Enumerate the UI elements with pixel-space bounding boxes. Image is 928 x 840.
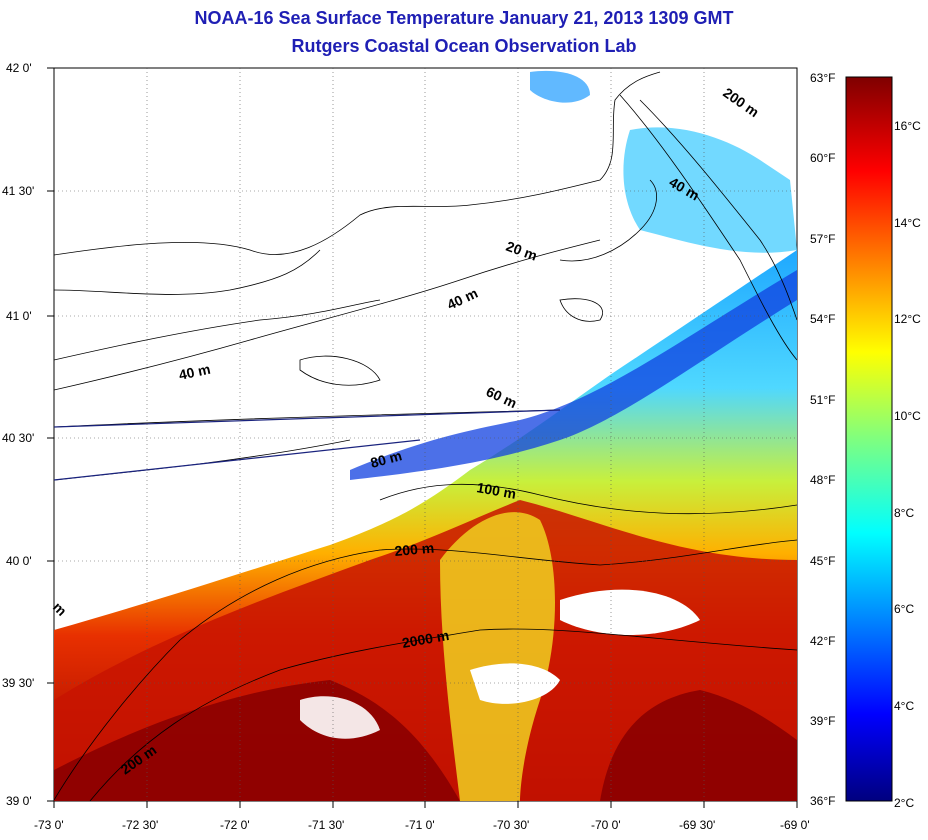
celsius-label: 6°C [894,602,915,616]
fahrenheit-label: 57°F [810,232,836,246]
celsius-label: 14°C [894,216,921,230]
lat-label: 39 30' [2,676,35,690]
isobath-2000m [89,628,797,801]
lat-label: 40 30' [2,431,35,445]
fahrenheit-label: 54°F [810,312,836,326]
lon-label: -72 30' [122,818,159,832]
lon-label: -71 0' [405,818,435,832]
isobath-200m [54,539,797,801]
celsius-label: 10°C [894,409,921,423]
celsius-label: 16°C [894,119,921,133]
celsius-label: 12°C [894,312,921,326]
lon-label: -72 0' [220,818,250,832]
fahrenheit-label: 48°F [810,473,836,487]
lon-label: -71 30' [308,818,345,832]
celsius-label: 2°C [894,796,915,810]
lat-label: 39 0' [6,794,32,808]
cold-shelf-band [350,270,797,480]
lat-label: 41 30' [2,184,35,198]
celsius-label: 8°C [894,506,915,520]
map-title: NOAA-16 Sea Surface Temperature January … [194,8,734,28]
cape-cod [559,179,657,262]
fahrenheit-label: 42°F [810,634,836,648]
isobath-100m [379,483,797,515]
colorbar [845,76,893,802]
celsius-label: 4°C [894,699,915,713]
cloud-gap [470,663,560,704]
isobath-40m [54,239,601,391]
fahrenheit-label: 36°F [810,794,836,808]
contour-label: 200 m [394,540,435,559]
contour-label: 80 m [369,447,404,471]
lon-label: -73 0' [34,818,64,832]
contour-label: 40 m [177,361,212,383]
lat-label: 41 0' [6,309,32,323]
contour-label: 100 m [475,479,517,502]
fahrenheit-label: 63°F [810,71,836,85]
lat-label: 42 0' [6,61,32,75]
lon-label: -70 30' [493,818,530,832]
map-subtitle: Rutgers Coastal Ocean Observation Lab [291,36,637,56]
fahrenheit-label: 60°F [810,151,836,165]
fahrenheit-label: 51°F [810,393,836,407]
lat-label: 40 0' [6,554,32,568]
lon-label: -70 0' [591,818,621,832]
fahrenheit-label: 39°F [810,714,836,728]
fahrenheit-label: 45°F [810,554,836,568]
coastline [54,71,661,481]
cool-tongue [440,512,555,801]
lon-label: -69 30' [679,818,716,832]
lon-label: -69 0' [780,818,810,832]
